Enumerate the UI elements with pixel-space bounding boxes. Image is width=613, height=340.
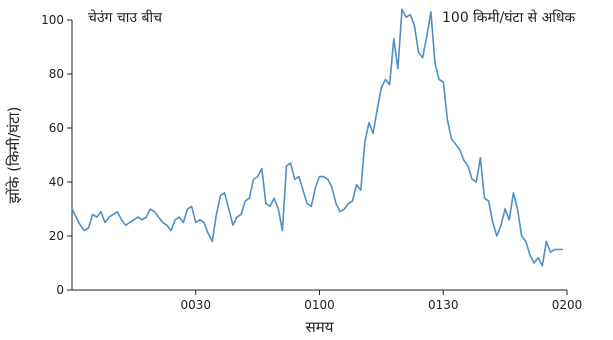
x-axis-ticks: 0030 0100 0130 0200 [180,290,582,312]
x-axis-title: समय [306,318,334,336]
y-axis-title: झोंके (किमी/घंटा) [5,107,23,204]
y-tick-label-1: 20 [49,229,64,243]
series-layer [71,8,563,267]
annotation-gust-threshold: 100 किमी/घंटा से अधिक [442,9,576,26]
x-tick-label-3: 0200 [552,298,583,312]
y-axis-ticks: 0 20 40 60 80 100 [41,13,72,297]
chart-axes [71,20,567,291]
x-tick-label-2: 0130 [428,298,459,312]
y-tick-label-0: 0 [56,283,64,297]
x-tick-label-1: 0100 [304,298,335,312]
y-tick-label-3: 60 [49,121,64,135]
y-tick-label-2: 40 [49,175,64,189]
y-tick-label-5: 100 [41,13,64,27]
gust-series-line [71,8,563,267]
y-tick-label-4: 80 [49,67,64,81]
annotation-location: चेउंग चाउ बीच [88,9,163,26]
x-tick-label-0: 0030 [180,298,211,312]
